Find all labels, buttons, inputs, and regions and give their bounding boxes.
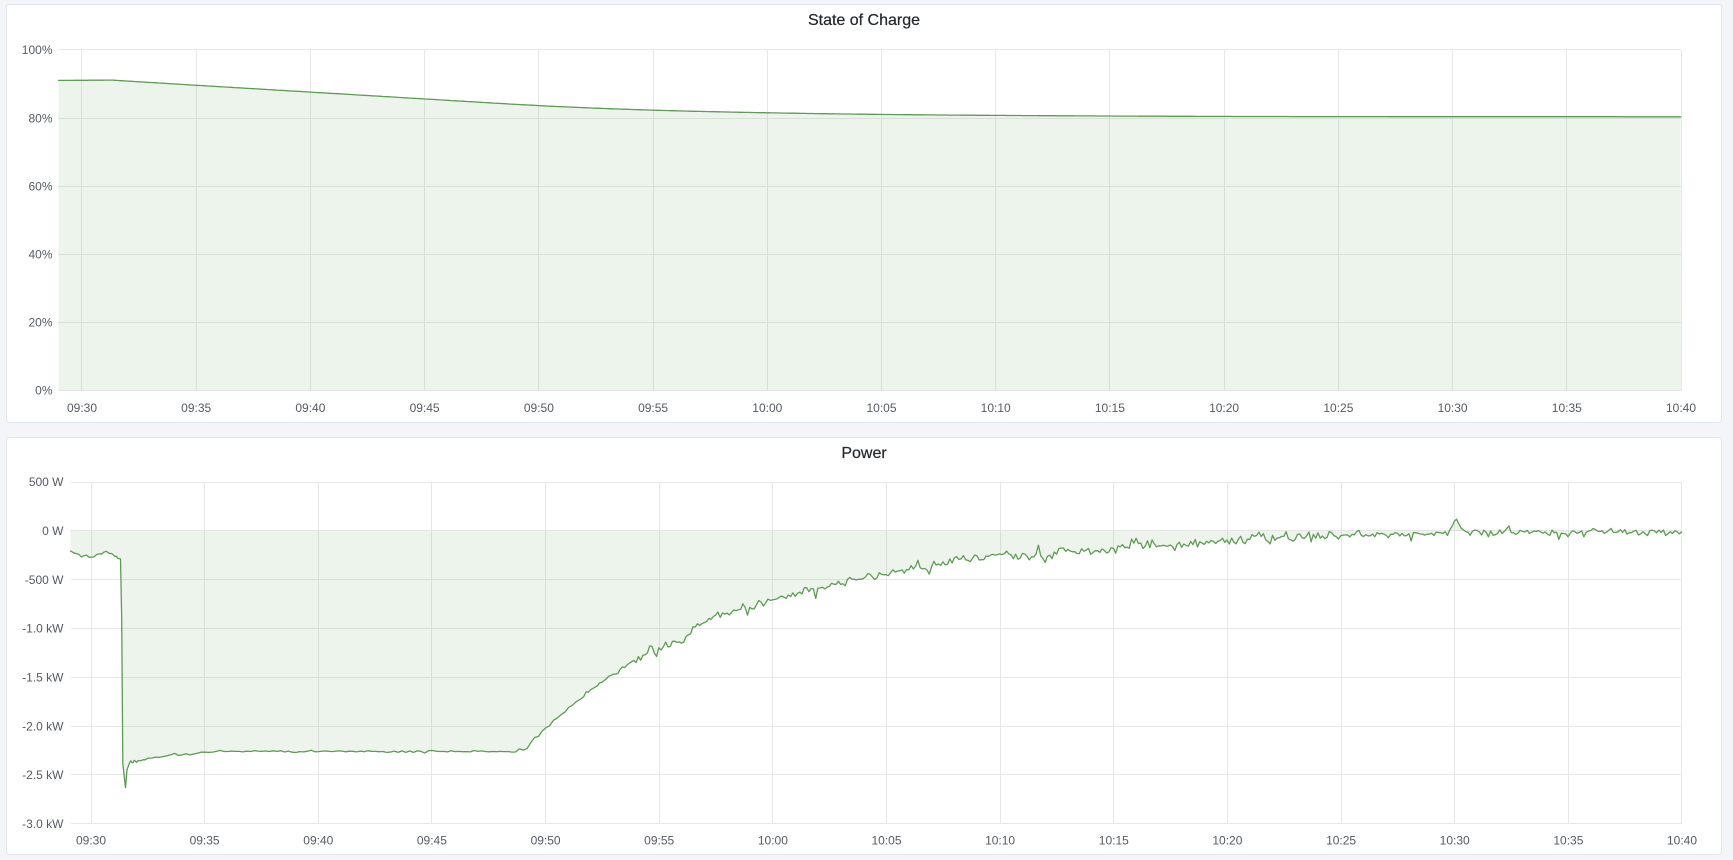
svg-text:10:20: 10:20 xyxy=(1209,401,1239,415)
svg-text:-1.0 kW: -1.0 kW xyxy=(22,622,64,636)
svg-text:09:35: 09:35 xyxy=(190,834,220,848)
svg-text:-1.5 kW: -1.5 kW xyxy=(22,671,64,685)
svg-text:10:30: 10:30 xyxy=(1440,834,1470,848)
svg-text:10:20: 10:20 xyxy=(1212,834,1242,848)
svg-text:10:10: 10:10 xyxy=(981,401,1011,415)
svg-text:10:15: 10:15 xyxy=(1095,401,1125,415)
svg-text:10:40: 10:40 xyxy=(1667,834,1697,848)
svg-text:40%: 40% xyxy=(28,248,52,262)
svg-text:20%: 20% xyxy=(28,316,52,330)
svg-text:10:35: 10:35 xyxy=(1552,401,1582,415)
svg-text:10:05: 10:05 xyxy=(871,834,901,848)
svg-text:500 W: 500 W xyxy=(29,475,64,489)
svg-text:10:00: 10:00 xyxy=(758,834,788,848)
svg-text:09:50: 09:50 xyxy=(524,401,554,415)
svg-text:-3.0 kW: -3.0 kW xyxy=(22,817,64,831)
svg-text:09:35: 09:35 xyxy=(181,401,211,415)
svg-text:10:35: 10:35 xyxy=(1553,834,1583,848)
svg-text:0%: 0% xyxy=(35,384,53,398)
svg-text:-2.0 kW: -2.0 kW xyxy=(22,719,64,733)
svg-text:09:55: 09:55 xyxy=(644,834,674,848)
svg-text:10:05: 10:05 xyxy=(866,401,896,415)
svg-text:10:30: 10:30 xyxy=(1438,401,1468,415)
svg-text:-500 W: -500 W xyxy=(25,573,64,587)
svg-text:09:40: 09:40 xyxy=(303,834,333,848)
svg-text:10:25: 10:25 xyxy=(1326,834,1356,848)
svg-text:09:55: 09:55 xyxy=(638,401,668,415)
svg-text:10:15: 10:15 xyxy=(1099,834,1129,848)
svg-text:100%: 100% xyxy=(22,43,53,57)
svg-text:10:40: 10:40 xyxy=(1666,401,1696,415)
svg-text:0 W: 0 W xyxy=(42,524,64,538)
svg-text:10:00: 10:00 xyxy=(752,401,782,415)
svg-text:80%: 80% xyxy=(28,111,52,125)
svg-text:09:40: 09:40 xyxy=(295,401,325,415)
svg-text:10:10: 10:10 xyxy=(985,834,1015,848)
svg-text:09:45: 09:45 xyxy=(417,834,447,848)
svg-text:-2.5 kW: -2.5 kW xyxy=(22,768,64,782)
svg-text:60%: 60% xyxy=(28,179,52,193)
svg-text:09:45: 09:45 xyxy=(410,401,440,415)
svg-text:09:30: 09:30 xyxy=(76,834,106,848)
svg-text:10:25: 10:25 xyxy=(1323,401,1353,415)
svg-text:09:50: 09:50 xyxy=(531,834,561,848)
svg-text:09:30: 09:30 xyxy=(67,401,97,415)
